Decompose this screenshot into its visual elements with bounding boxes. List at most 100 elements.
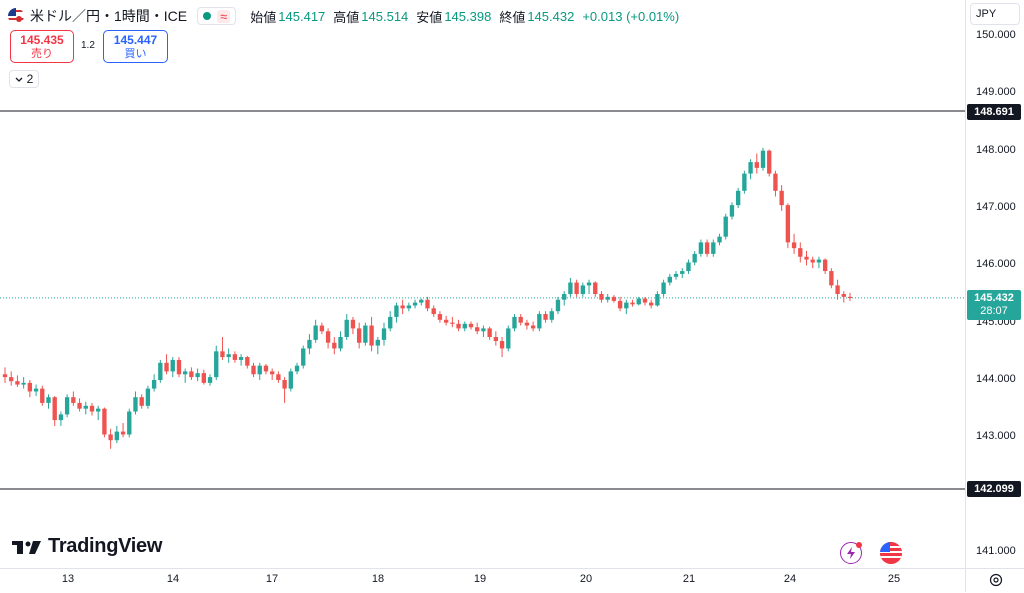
candle bbox=[251, 362, 256, 378]
candle bbox=[71, 391, 76, 406]
candle bbox=[2, 367, 8, 383]
candle-body bbox=[450, 322, 455, 324]
candle-body bbox=[189, 371, 194, 378]
candle bbox=[294, 362, 300, 375]
chevron-down-icon bbox=[15, 72, 23, 86]
candle-body bbox=[15, 381, 20, 385]
candle bbox=[257, 362, 262, 380]
candle-body bbox=[568, 282, 573, 294]
candle bbox=[15, 375, 20, 387]
candle-body bbox=[580, 285, 586, 294]
candle bbox=[406, 302, 412, 312]
lightning-icon[interactable] bbox=[840, 542, 862, 564]
candle-body bbox=[711, 242, 716, 254]
candle-body bbox=[481, 328, 486, 332]
candle-body bbox=[798, 248, 803, 257]
market-status-pill[interactable]: ≈ bbox=[197, 7, 237, 25]
buy-label: 買い bbox=[124, 47, 147, 60]
candle-body bbox=[680, 271, 685, 274]
us-flag-icon[interactable] bbox=[880, 542, 902, 564]
candle-body bbox=[151, 380, 157, 389]
candle-body bbox=[120, 431, 126, 435]
candle bbox=[400, 299, 405, 315]
candle-body bbox=[350, 319, 356, 329]
high-value: 145.514 bbox=[361, 8, 409, 24]
candle-body bbox=[829, 271, 834, 286]
candle-body bbox=[400, 305, 405, 309]
candle-body bbox=[630, 302, 635, 305]
last-price-tag: 145.432 28:07 bbox=[967, 290, 1021, 320]
candle bbox=[568, 277, 573, 297]
candle-body bbox=[760, 150, 766, 168]
candle-body bbox=[375, 339, 380, 346]
candle bbox=[475, 322, 480, 335]
candle-body bbox=[835, 285, 840, 294]
candle bbox=[425, 296, 430, 312]
candle bbox=[201, 369, 206, 385]
sell-button[interactable]: 145.435 売り bbox=[10, 30, 74, 63]
candle bbox=[220, 337, 225, 360]
settings-icon[interactable] bbox=[988, 572, 1004, 588]
time-axis[interactable] bbox=[0, 568, 965, 592]
candle bbox=[729, 202, 735, 220]
candle bbox=[593, 281, 598, 297]
candle bbox=[692, 251, 697, 266]
candle bbox=[586, 279, 592, 294]
candle-body bbox=[462, 323, 467, 329]
candle bbox=[642, 296, 648, 306]
candle bbox=[232, 351, 238, 363]
candle bbox=[89, 402, 95, 416]
open-value: 145.417 bbox=[278, 8, 326, 24]
candle-body bbox=[394, 305, 399, 317]
candle-body bbox=[419, 299, 424, 303]
candle bbox=[735, 187, 741, 208]
candle bbox=[276, 371, 281, 383]
candle-body bbox=[108, 434, 113, 441]
tradingview-logo[interactable]: TradingView bbox=[12, 535, 162, 558]
candle bbox=[680, 268, 685, 278]
candle bbox=[630, 299, 635, 307]
candle bbox=[170, 357, 175, 378]
candle bbox=[661, 279, 666, 297]
change-value: +0.013 (+0.01%) bbox=[582, 8, 680, 24]
candle bbox=[574, 279, 579, 297]
candle-body bbox=[288, 371, 293, 389]
candle-body bbox=[77, 402, 82, 409]
sell-price: 145.435 bbox=[20, 32, 64, 47]
candle bbox=[537, 311, 542, 332]
candle bbox=[804, 251, 809, 266]
candle-body bbox=[369, 325, 374, 346]
candle-body bbox=[642, 298, 648, 303]
candle bbox=[207, 374, 213, 386]
symbol-title[interactable]: 米ドル／円・1時間・ICE bbox=[30, 8, 188, 24]
candle-body bbox=[754, 162, 759, 168]
candle-body bbox=[555, 299, 561, 312]
candle-body bbox=[58, 414, 64, 421]
candle-body bbox=[717, 236, 722, 243]
candle-body bbox=[232, 354, 238, 360]
candle bbox=[83, 401, 88, 415]
candle bbox=[381, 322, 387, 346]
candle-body bbox=[673, 273, 679, 277]
price-axis[interactable] bbox=[965, 0, 1024, 568]
close-value: 145.432 bbox=[527, 8, 575, 24]
candle bbox=[108, 428, 113, 449]
candle-body bbox=[176, 359, 182, 375]
candle bbox=[748, 159, 753, 180]
candle-body bbox=[425, 299, 430, 309]
candle bbox=[263, 363, 269, 375]
candle bbox=[487, 326, 492, 340]
indicators-toggle-button[interactable]: 2 bbox=[9, 70, 39, 88]
candle bbox=[9, 371, 14, 386]
candle-body bbox=[170, 359, 175, 372]
candle-body bbox=[785, 205, 791, 243]
candle-body bbox=[220, 351, 225, 358]
candle-body bbox=[83, 405, 88, 409]
chart-plot-area[interactable] bbox=[0, 0, 965, 568]
candle bbox=[226, 348, 231, 363]
buy-button[interactable]: 145.447 買い bbox=[103, 30, 168, 63]
candle bbox=[655, 291, 660, 307]
candle bbox=[46, 394, 51, 409]
currency-selector[interactable]: JPY bbox=[970, 3, 1020, 25]
candle bbox=[723, 213, 728, 240]
